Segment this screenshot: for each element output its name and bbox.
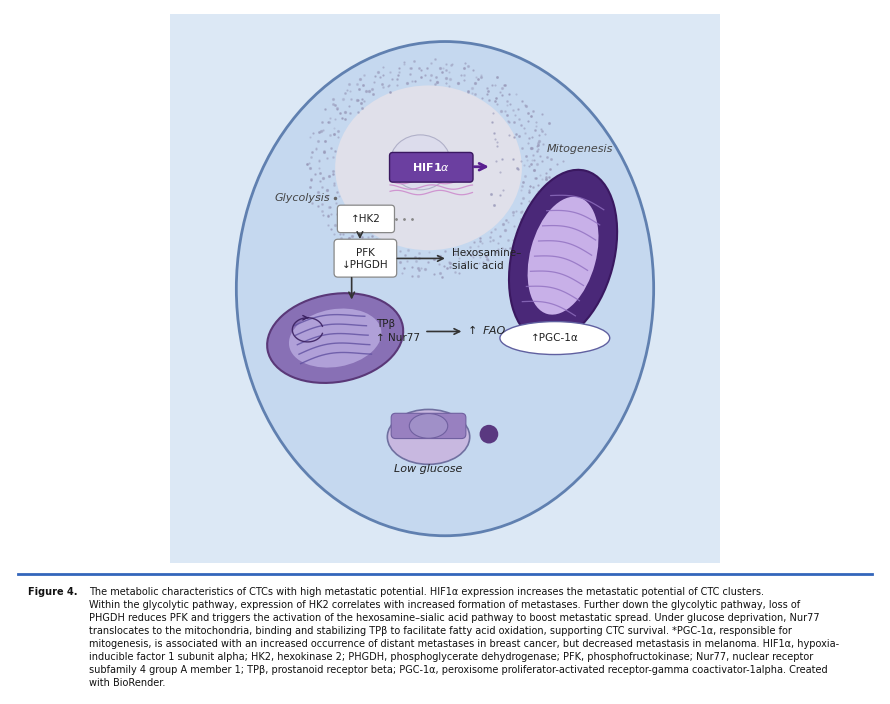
Text: ↑HK2: ↑HK2 [351,214,381,224]
Text: Glycolysis: Glycolysis [274,193,329,203]
FancyBboxPatch shape [162,6,728,572]
Text: sialic acid: sialic acid [451,260,503,270]
Ellipse shape [336,85,522,250]
FancyBboxPatch shape [334,239,397,277]
Ellipse shape [267,293,403,383]
Ellipse shape [402,154,422,170]
FancyBboxPatch shape [337,205,394,232]
Text: ↑  FAO: ↑ FAO [468,327,506,337]
Text: Mitogenesis: Mitogenesis [546,144,613,153]
FancyBboxPatch shape [392,413,465,439]
Ellipse shape [237,42,653,536]
Ellipse shape [500,322,610,355]
FancyBboxPatch shape [390,153,473,182]
Text: TPβ: TPβ [376,320,395,329]
Text: PFK: PFK [356,248,375,258]
Ellipse shape [390,135,450,190]
Text: Low glucose: Low glucose [394,464,463,474]
Text: Hexosamine–: Hexosamine– [451,248,521,258]
Ellipse shape [409,413,448,439]
Text: ↑PGC-1α: ↑PGC-1α [531,333,578,343]
Text: ↓PHGDH: ↓PHGDH [342,260,389,270]
Ellipse shape [289,308,382,367]
Text: HIF1$\alpha$: HIF1$\alpha$ [412,161,450,172]
Ellipse shape [509,170,617,341]
Text: The metabolic characteristics of CTCs with high metastatic potential. HIF1α expr: The metabolic characteristics of CTCs wi… [89,587,839,689]
Ellipse shape [528,196,598,315]
Circle shape [480,425,498,444]
Text: ↑ Nur77: ↑ Nur77 [376,333,420,343]
Text: Figure 4.: Figure 4. [28,587,77,597]
Ellipse shape [387,410,470,465]
